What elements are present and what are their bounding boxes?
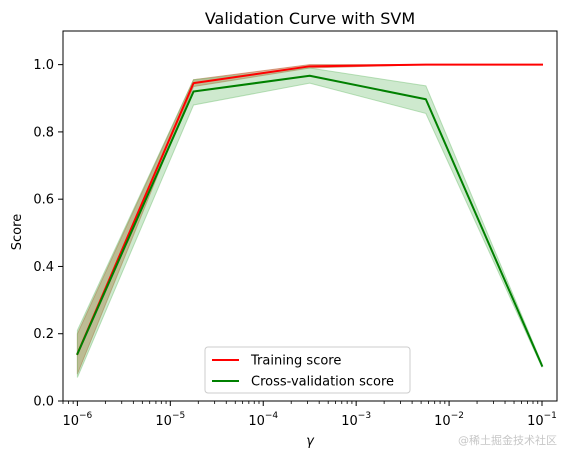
y-tick-label-5: 1.0 — [33, 58, 54, 73]
x-tick-base-4: 10 — [434, 414, 451, 429]
y-axis-label: Score — [10, 214, 25, 250]
y-tick-label-0: 0.0 — [33, 395, 54, 410]
x-tick-exponent-4: −2 — [451, 411, 464, 421]
x-tick-exponent-5: −1 — [544, 411, 557, 421]
x-tick-base-2: 10 — [248, 414, 265, 429]
x-tick-exponent-3: −3 — [358, 411, 371, 421]
legend-box — [204, 346, 411, 394]
y-tick-label-2: 0.4 — [33, 260, 54, 275]
legend: Training score Cross-validation score — [204, 346, 411, 394]
axes-layer — [62, 30, 558, 402]
x-tick-base-0: 10 — [62, 414, 79, 429]
chart-title: Validation Curve with SVM — [205, 9, 415, 28]
bands-layer — [76, 64, 543, 378]
y-tick-label-3: 0.6 — [33, 193, 54, 208]
y-tick-label-1: 0.2 — [33, 327, 54, 342]
x-tick-label-3: 10−3 — [341, 411, 371, 429]
series-band-1 — [76, 67, 543, 378]
legend-label-1: Cross-validation score — [251, 375, 394, 390]
x-tick-label-0: 10−6 — [62, 411, 92, 429]
y-tick-label-4: 0.8 — [33, 125, 54, 140]
plot-frame — [62, 30, 558, 402]
watermark: @稀土掘金技术社区 — [458, 433, 557, 447]
ticks-layer: 0.00.20.40.60.81.010−6 10−5 10−4 10−3 10−2 10… — [33, 58, 557, 429]
series-line-1 — [76, 74, 544, 367]
x-tick-base-3: 10 — [341, 414, 358, 429]
x-tick-exponent-0: −6 — [79, 411, 93, 421]
x-tick-label-5: 10−1 — [527, 411, 557, 429]
x-tick-exponent-2: −4 — [265, 411, 279, 421]
x-tick-base-1: 10 — [155, 414, 172, 429]
x-tick-label-1: 10−5 — [155, 411, 185, 429]
lines-layer — [76, 63, 544, 367]
x-tick-exponent-1: −5 — [172, 411, 185, 421]
legend-label-0: Training score — [250, 354, 341, 369]
x-tick-label-4: 10−2 — [434, 411, 464, 429]
x-tick-label-2: 10−4 — [248, 411, 278, 429]
series-band-0 — [76, 64, 543, 375]
x-tick-base-5: 10 — [527, 414, 544, 429]
x-axis-label: γ — [306, 434, 315, 449]
